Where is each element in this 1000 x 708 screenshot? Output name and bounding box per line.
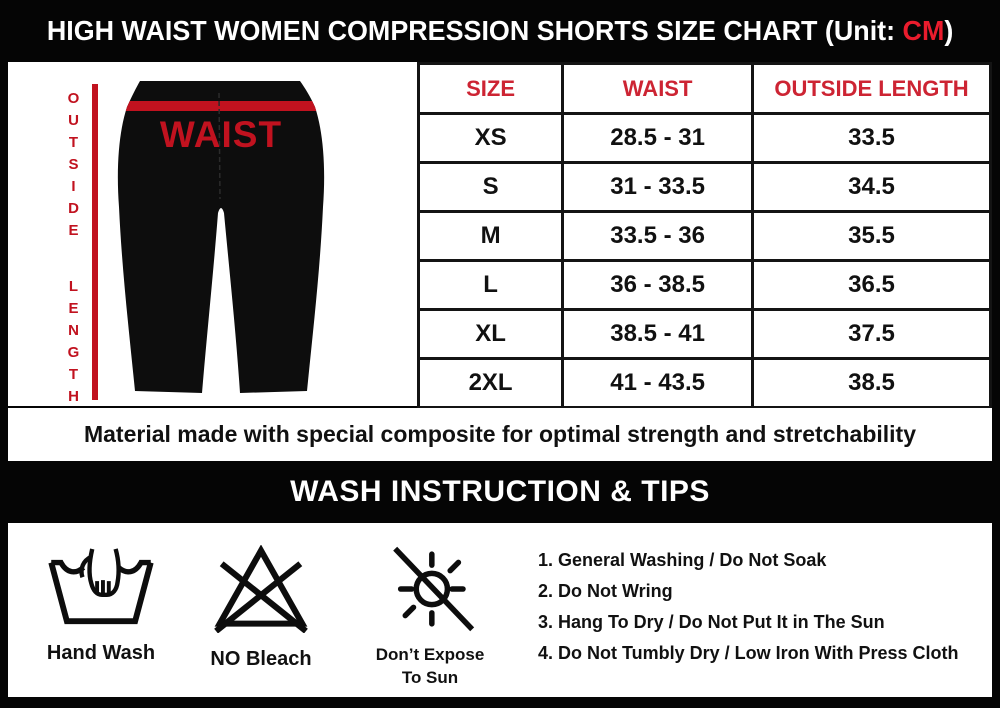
waist-cell: 28.5 - 31 bbox=[561, 112, 755, 164]
hand-wash-label: Hand Wash bbox=[46, 642, 156, 664]
page-title-main: HIGH WAIST WOMEN COMPRESSION SHORTS SIZE… bbox=[46, 15, 903, 46]
table-header-row: SIZE WAIST OUTSIDE LENGTH bbox=[416, 62, 992, 115]
size-cell: L bbox=[416, 259, 565, 311]
tip-item: 1. General Washing / Do Not Soak bbox=[538, 550, 827, 570]
title-bar: HIGH WAIST WOMEN COMPRESSION SHORTS SIZE… bbox=[0, 0, 1000, 62]
unit-highlight: CM bbox=[902, 15, 945, 46]
no-bleach-icon bbox=[214, 545, 308, 633]
length-cell: 36.5 bbox=[751, 259, 992, 311]
table-row: S 31 - 33.5 34.5 bbox=[416, 161, 992, 213]
table-row: XS 28.5 - 31 33.5 bbox=[416, 112, 992, 164]
center-seam bbox=[218, 92, 221, 200]
size-cell: S bbox=[416, 161, 565, 213]
length-cell: 33.5 bbox=[751, 112, 992, 164]
size-cell: M bbox=[416, 210, 565, 262]
waist-cell: 41 - 43.5 bbox=[561, 357, 755, 409]
length-cell: 38.5 bbox=[751, 357, 992, 409]
waist-cell: 36 - 38.5 bbox=[561, 259, 755, 311]
hand-wash-icon bbox=[48, 548, 154, 625]
no-bleach-label: NO Bleach bbox=[210, 648, 312, 670]
length-cell: 37.5 bbox=[751, 308, 992, 360]
tip-item: 3. Hang To Dry / Do Not Put It in The Su… bbox=[538, 612, 885, 632]
length-cell: 35.5 bbox=[751, 210, 992, 262]
column-header-outside-length: OUTSIDE LENGTH bbox=[751, 62, 992, 115]
waist-cell: 38.5 - 41 bbox=[561, 308, 755, 360]
wash-symbol-hand-wash: Hand Wash bbox=[26, 547, 176, 665]
tip-item: 4. Do Not Tumbly Dry / Low Iron With Pre… bbox=[538, 643, 959, 663]
size-table: SIZE WAIST OUTSIDE LENGTH XS 28.5 - 31 3… bbox=[416, 62, 992, 409]
waist-cell: 31 - 33.5 bbox=[561, 161, 755, 213]
length-cell: 34.5 bbox=[751, 161, 992, 213]
wash-tips: 1. General Washing / Do Not Soak 2. Do N… bbox=[538, 545, 959, 669]
table-row: L 36 - 38.5 36.5 bbox=[416, 259, 992, 311]
wash-panel: Hand Wash NO Bleach Don’t Expose To Sun … bbox=[8, 523, 992, 697]
tip-item: 2. Do Not Wring bbox=[538, 581, 673, 601]
table-row: M 33.5 - 36 35.5 bbox=[416, 210, 992, 262]
waist-label: WAIST bbox=[160, 114, 282, 155]
no-sun-label: Don’t Expose To Sun bbox=[375, 645, 485, 687]
compression-shorts-illustration: WAIST bbox=[117, 81, 325, 393]
wash-symbol-no-sun: Don’t Expose To Sun bbox=[360, 545, 500, 689]
outside-length-label: OUTSIDE LENGTH bbox=[65, 90, 82, 410]
table-row: 2XL 41 - 43.5 38.5 bbox=[416, 357, 992, 409]
material-note: Material made with special composite for… bbox=[8, 408, 992, 461]
column-header-waist: WAIST bbox=[561, 62, 755, 115]
no-sun-icon bbox=[393, 546, 475, 632]
chart-panel: OUTSIDE LENGTH WAIST SIZE WAIST OUTSIDE … bbox=[8, 62, 992, 410]
size-cell: XL bbox=[416, 308, 565, 360]
wash-symbol-no-bleach: NO Bleach bbox=[186, 545, 336, 671]
table-row: XL 38.5 - 41 37.5 bbox=[416, 308, 992, 360]
page-title-close: ) bbox=[944, 15, 954, 46]
waist-cell: 33.5 - 36 bbox=[561, 210, 755, 262]
size-cell: XS bbox=[416, 112, 565, 164]
size-cell: 2XL bbox=[416, 357, 565, 409]
page-title: HIGH WAIST WOMEN COMPRESSION SHORTS SIZE… bbox=[47, 15, 953, 47]
outside-length-measure-line bbox=[92, 84, 98, 400]
waistband-stripe bbox=[117, 101, 325, 111]
column-header-size: SIZE bbox=[416, 62, 565, 115]
wash-heading: WASH INSTRUCTION & TIPS bbox=[290, 475, 710, 508]
shorts-silhouette bbox=[117, 81, 325, 393]
